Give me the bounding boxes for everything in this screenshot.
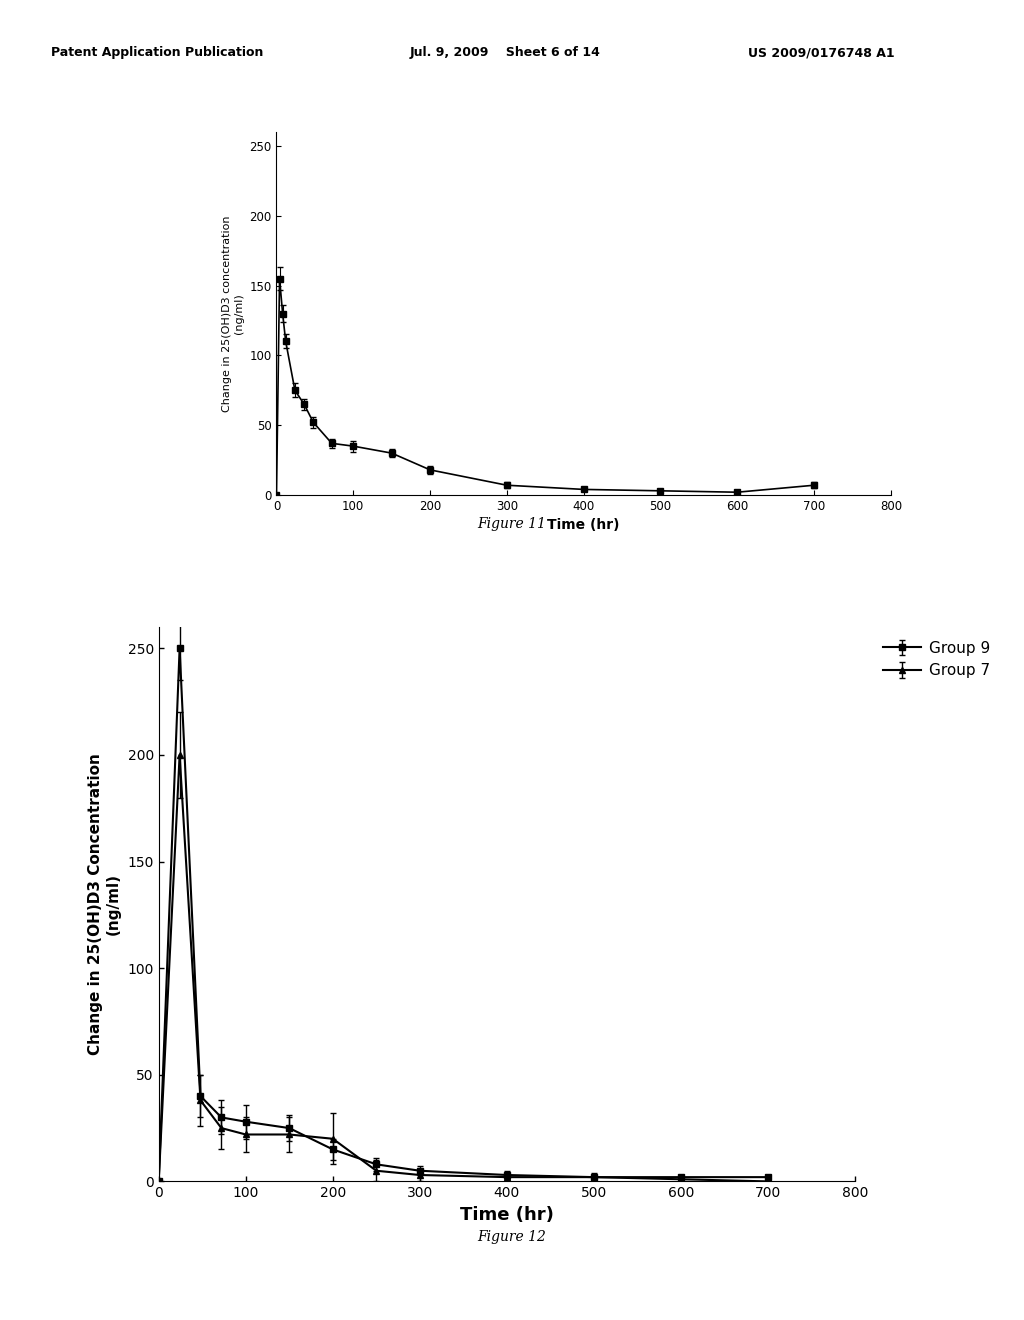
X-axis label: Time (hr): Time (hr) — [460, 1205, 554, 1224]
Text: Figure 11: Figure 11 — [477, 517, 547, 532]
Text: US 2009/0176748 A1: US 2009/0176748 A1 — [748, 46, 894, 59]
Text: Figure 12: Figure 12 — [477, 1230, 547, 1245]
Text: Jul. 9, 2009    Sheet 6 of 14: Jul. 9, 2009 Sheet 6 of 14 — [410, 46, 600, 59]
Y-axis label: Change in 25(OH)D3 Concentration
(ng/ml): Change in 25(OH)D3 Concentration (ng/ml) — [88, 754, 121, 1055]
X-axis label: Time (hr): Time (hr) — [548, 519, 620, 532]
Legend: Group 9, Group 7: Group 9, Group 7 — [877, 635, 996, 685]
Y-axis label: Change in 25(OH)D3 concentration
(ng/ml): Change in 25(OH)D3 concentration (ng/ml) — [222, 215, 244, 412]
Text: Patent Application Publication: Patent Application Publication — [51, 46, 263, 59]
